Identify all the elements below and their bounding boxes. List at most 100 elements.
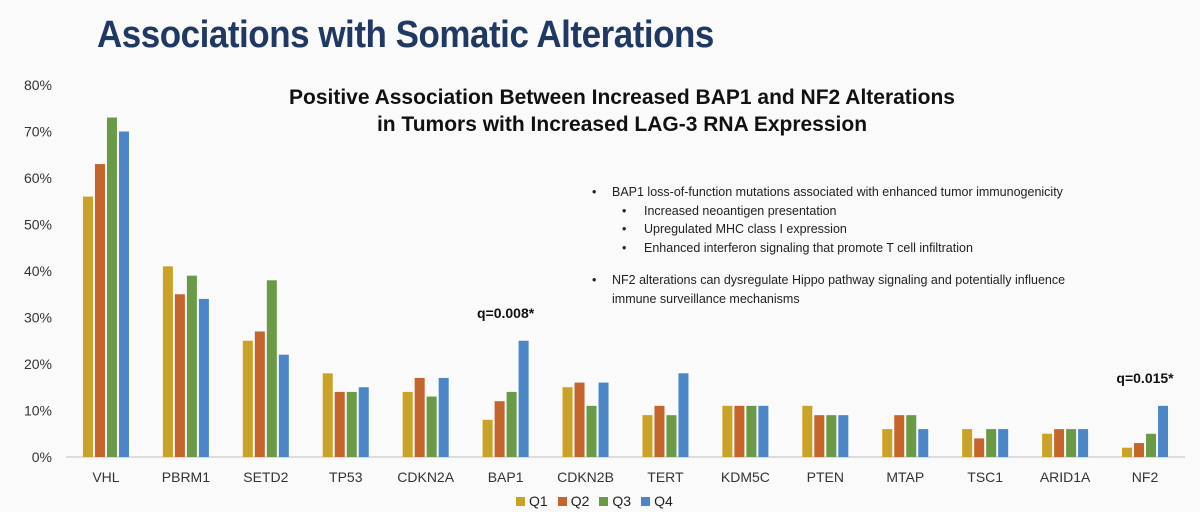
bar-setd2-q1 — [242, 340, 253, 457]
x-tick-label: TP53 — [329, 469, 363, 485]
x-tick-label: VHL — [92, 469, 119, 485]
x-tick-label: BAP1 — [488, 469, 524, 485]
bar-tsc1-q1 — [962, 429, 973, 457]
legend-item-q4: Q4 — [641, 493, 673, 509]
x-tick-label: PBRM1 — [162, 469, 210, 485]
bar-tert-q3 — [666, 415, 677, 457]
note-bullet-nf2-line-2: immune surveillance mechanisms — [612, 291, 800, 306]
bar-vhl-q2 — [94, 164, 105, 458]
y-tick-label: 50% — [24, 217, 52, 233]
bar-mtap-q2 — [894, 415, 905, 457]
bar-tert-q1 — [642, 415, 653, 457]
legend-label: Q1 — [529, 493, 548, 509]
bar-setd2-q3 — [266, 280, 277, 457]
bar-tsc1-q4 — [998, 429, 1009, 457]
bar-tp53-q3 — [346, 391, 357, 457]
bar-tert-q4 — [678, 373, 689, 457]
bar-cdkn2b-q3 — [586, 405, 597, 457]
bar-bap1-q1 — [482, 419, 493, 457]
bar-tp53-q4 — [358, 387, 369, 457]
bar-mtap-q1 — [882, 429, 893, 457]
bar-kdm5c-q2 — [734, 405, 745, 457]
bar-pbrm1-q2 — [174, 294, 185, 457]
bar-arid1a-q2 — [1054, 429, 1065, 457]
y-tick-label: 40% — [24, 263, 52, 279]
note-sub-bullet: Enhanced interferon signaling that promo… — [590, 239, 1180, 258]
x-tick-label: NF2 — [1132, 469, 1159, 485]
bar-tsc1-q2 — [974, 438, 985, 457]
bar-pbrm1-q3 — [186, 275, 197, 457]
bar-kdm5c-q4 — [758, 405, 769, 457]
bar-pten-q4 — [838, 415, 849, 457]
q-value-annotation: q=0.015* — [1116, 370, 1174, 386]
legend-item-q2: Q2 — [557, 493, 589, 509]
bar-bap1-q2 — [494, 401, 505, 457]
bar-setd2-q4 — [278, 354, 289, 457]
bar-arid1a-q3 — [1066, 429, 1077, 457]
bar-kdm5c-q1 — [722, 405, 733, 457]
y-tick-label: 30% — [24, 310, 52, 326]
x-tick-label: CDKN2B — [557, 469, 614, 485]
slide-title: Associations with Somatic Alterations — [97, 14, 714, 56]
bar-nf2-q2 — [1134, 443, 1145, 457]
legend-swatch — [599, 496, 609, 506]
bar-cdkn2a-q2 — [414, 377, 425, 457]
bar-cdkn2b-q2 — [574, 382, 585, 457]
bar-nf2-q4 — [1158, 405, 1169, 457]
y-tick-label: 80% — [24, 77, 52, 93]
bar-nf2-q1 — [1122, 447, 1133, 457]
chart-title-line-2: in Tumors with Increased LAG-3 RNA Expre… — [376, 113, 868, 136]
legend-swatch — [557, 496, 567, 506]
note-bullet-bap1: BAP1 loss-of-function mutations associat… — [590, 183, 1180, 202]
bar-pbrm1-q1 — [162, 266, 173, 457]
bar-tp53-q1 — [322, 373, 333, 457]
note-sub-bullet: Increased neoantigen presentation — [590, 202, 1180, 221]
x-tick-label: MTAP — [886, 469, 924, 485]
x-tick-label: SETD2 — [243, 469, 288, 485]
x-tick-label: PTEN — [807, 469, 844, 485]
x-tick-label: TERT — [647, 469, 684, 485]
legend-label: Q4 — [654, 493, 673, 509]
y-tick-label: 10% — [24, 403, 52, 419]
bar-mtap-q3 — [906, 415, 917, 457]
bar-pbrm1-q4 — [198, 298, 209, 457]
x-tick-label: TSC1 — [967, 469, 1003, 485]
bar-cdkn2a-q1 — [402, 391, 413, 457]
note-sub-bullet: Upregulated MHC class I expression — [590, 220, 1180, 239]
chart-title: Positive Association Between Increased B… — [222, 84, 1022, 138]
legend-label: Q3 — [612, 493, 632, 509]
note-bullet-nf2-line-1: NF2 alterations can dysregulate Hippo pa… — [612, 273, 1066, 287]
bar-bap1-q4 — [518, 340, 529, 457]
x-tick-label: CDKN2A — [397, 469, 454, 485]
note-bullet-nf2: NF2 alterations can dysregulate Hippo pa… — [590, 271, 1180, 308]
bar-cdkn2a-q3 — [426, 396, 437, 457]
bar-tp53-q2 — [334, 391, 345, 457]
bar-cdkn2b-q1 — [562, 387, 573, 457]
bar-pten-q3 — [826, 415, 837, 457]
bar-pten-q2 — [814, 415, 825, 457]
bar-setd2-q2 — [254, 331, 265, 457]
y-tick-label: 60% — [24, 170, 52, 186]
bar-pten-q1 — [802, 405, 813, 457]
q-value-annotation: q=0.008* — [477, 305, 535, 321]
bar-mtap-q4 — [918, 429, 929, 457]
legend-swatch — [641, 496, 651, 506]
x-tick-label: KDM5C — [721, 469, 770, 485]
legend-swatch — [516, 496, 525, 506]
bar-vhl-q1 — [82, 196, 93, 457]
y-tick-label: 70% — [24, 124, 52, 140]
bar-vhl-q4 — [118, 131, 129, 457]
x-tick-label: ARID1A — [1040, 469, 1091, 485]
bar-tert-q2 — [654, 405, 665, 457]
bar-kdm5c-q3 — [746, 405, 757, 457]
bar-arid1a-q4 — [1078, 429, 1089, 457]
chart-title-line-1: Positive Association Between Increased B… — [289, 86, 955, 109]
notes-panel: BAP1 loss-of-function mutations associat… — [590, 183, 1180, 308]
bar-tsc1-q3 — [986, 429, 997, 457]
y-tick-label: 0% — [32, 449, 52, 465]
legend-item-q1: Q1 — [516, 493, 548, 509]
bar-cdkn2a-q4 — [438, 377, 449, 457]
chart-legend: Q1 Q2 Q3 Q4 — [516, 493, 673, 509]
bar-arid1a-q1 — [1042, 433, 1053, 457]
